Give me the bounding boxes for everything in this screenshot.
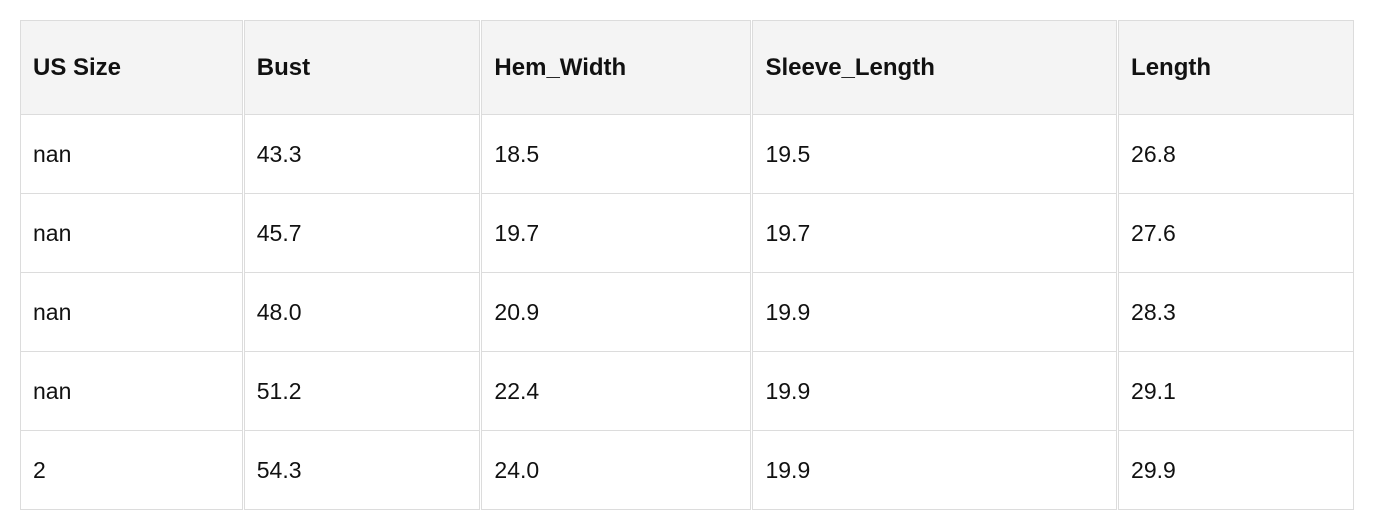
cell-us-size: nan (20, 273, 243, 352)
cell-length: 28.3 (1118, 273, 1354, 352)
cell-us-size: nan (20, 352, 243, 431)
cell-hem-width: 24.0 (481, 431, 752, 510)
table-row: nan 51.2 22.4 19.9 29.1 (20, 352, 1354, 431)
table-row: nan 43.3 18.5 19.5 26.8 (20, 115, 1354, 194)
cell-bust: 43.3 (243, 115, 481, 194)
cell-length: 29.9 (1118, 431, 1354, 510)
cell-sleeve-length: 19.9 (752, 273, 1118, 352)
table-row: nan 48.0 20.9 19.9 28.3 (20, 273, 1354, 352)
cell-hem-width: 20.9 (481, 273, 752, 352)
cell-bust: 45.7 (243, 194, 481, 273)
cell-length: 26.8 (1118, 115, 1354, 194)
header-us-size: US Size (20, 20, 243, 115)
cell-hem-width: 19.7 (481, 194, 752, 273)
cell-length: 29.1 (1118, 352, 1354, 431)
cell-sleeve-length: 19.5 (752, 115, 1118, 194)
header-bust: Bust (243, 20, 481, 115)
cell-bust: 54.3 (243, 431, 481, 510)
cell-hem-width: 18.5 (481, 115, 752, 194)
header-sleeve-length: Sleeve_Length (752, 20, 1118, 115)
cell-sleeve-length: 19.9 (752, 352, 1118, 431)
table-row: 2 54.3 24.0 19.9 29.9 (20, 431, 1354, 510)
cell-bust: 48.0 (243, 273, 481, 352)
cell-us-size: 2 (20, 431, 243, 510)
cell-us-size: nan (20, 115, 243, 194)
cell-hem-width: 22.4 (481, 352, 752, 431)
header-row: US Size Bust Hem_Width Sleeve_Length Len… (20, 20, 1354, 115)
cell-us-size: nan (20, 194, 243, 273)
cell-sleeve-length: 19.7 (752, 194, 1118, 273)
size-chart-table: US Size Bust Hem_Width Sleeve_Length Len… (19, 20, 1355, 510)
cell-length: 27.6 (1118, 194, 1354, 273)
cell-sleeve-length: 19.9 (752, 431, 1118, 510)
cell-bust: 51.2 (243, 352, 481, 431)
table-row: nan 45.7 19.7 19.7 27.6 (20, 194, 1354, 273)
header-hem-width: Hem_Width (481, 20, 752, 115)
header-length: Length (1118, 20, 1354, 115)
